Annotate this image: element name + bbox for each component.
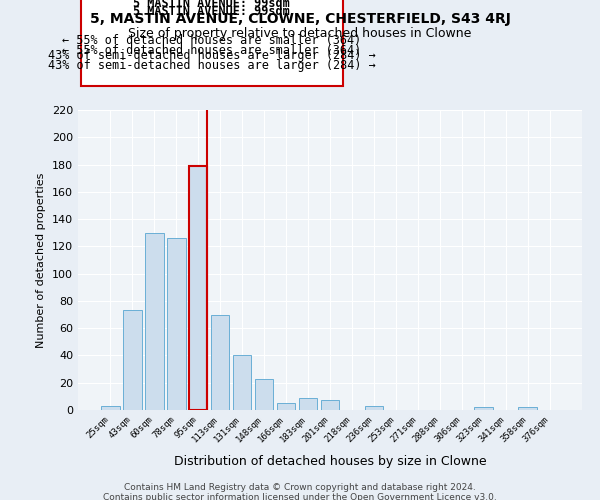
Bar — [320, 400, 340, 410]
Bar — [80, 0, 343, 86]
Bar — [255, 378, 274, 410]
Bar — [123, 310, 142, 410]
Text: Size of property relative to detached houses in Clowne: Size of property relative to detached ho… — [128, 28, 472, 40]
Text: ← 55% of detached houses are smaller (364)
43% of semi-detached houses are large: ← 55% of detached houses are smaller (36… — [47, 44, 376, 72]
Text: Contains HM Land Registry data © Crown copyright and database right 2024.: Contains HM Land Registry data © Crown c… — [124, 482, 476, 492]
Bar — [299, 398, 317, 410]
Bar — [145, 232, 164, 410]
Bar — [167, 238, 185, 410]
Bar — [475, 408, 493, 410]
Text: Contains public sector information licensed under the Open Government Licence v3: Contains public sector information licen… — [103, 492, 497, 500]
Bar — [101, 406, 119, 410]
Text: ← 55% of detached houses are smaller (364)
43% of semi-detached houses are large: ← 55% of detached houses are smaller (36… — [47, 34, 376, 62]
Bar — [277, 403, 295, 410]
Bar — [211, 314, 229, 410]
Text: 5 MASTIN AVENUE: 99sqm: 5 MASTIN AVENUE: 99sqm — [133, 5, 290, 18]
Bar — [233, 356, 251, 410]
X-axis label: Distribution of detached houses by size in Clowne: Distribution of detached houses by size … — [173, 455, 487, 468]
Text: 5, MASTIN AVENUE, CLOWNE, CHESTERFIELD, S43 4RJ: 5, MASTIN AVENUE, CLOWNE, CHESTERFIELD, … — [89, 12, 511, 26]
Text: 5 MASTIN AVENUE: 99sqm: 5 MASTIN AVENUE: 99sqm — [133, 0, 290, 10]
Bar — [365, 406, 383, 410]
Bar — [189, 166, 208, 410]
Y-axis label: Number of detached properties: Number of detached properties — [37, 172, 46, 348]
Bar — [518, 408, 537, 410]
